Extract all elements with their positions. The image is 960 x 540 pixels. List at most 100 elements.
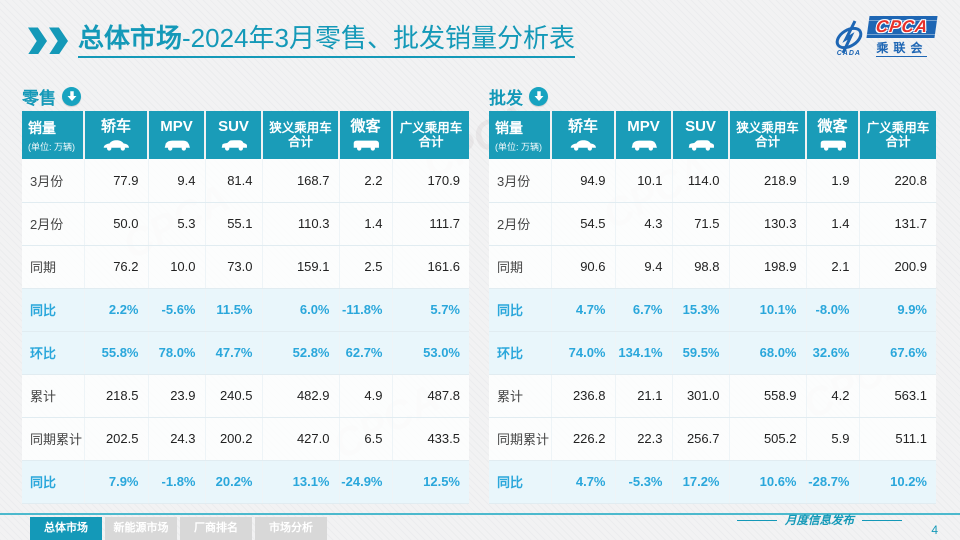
column-label: 狭义乘用车 bbox=[736, 120, 799, 135]
row-label: 环比 bbox=[22, 331, 85, 375]
table-cell: 2.1 bbox=[806, 245, 860, 289]
table-cell: 482.9 bbox=[262, 374, 340, 418]
table-row: 环比 55.8% 78.0% 47.7% 52.8% 62.7% 53.0% bbox=[22, 331, 469, 375]
row-label: 2月份 bbox=[22, 202, 85, 246]
table-cell: 198.9 bbox=[729, 245, 807, 289]
table-cell: 256.7 bbox=[672, 417, 730, 461]
column-label: 广义乘用车 bbox=[399, 120, 463, 135]
column-header-mpv: MPV bbox=[148, 111, 206, 159]
column-header-sales: 销量 (单位: 万辆) bbox=[22, 111, 85, 159]
table-cell: 5.9 bbox=[806, 417, 860, 461]
table-cell: 2.5 bbox=[339, 245, 393, 289]
column-header-van: 微客 bbox=[806, 111, 860, 159]
table-cell: 53.0% bbox=[392, 331, 469, 375]
page-title-rest: -2024年3月零售、批发销量分析表 bbox=[182, 23, 575, 53]
column-header-total: 广义乘用车 合计 bbox=[859, 111, 936, 159]
column-label: 合计 bbox=[754, 135, 780, 149]
mpv-icon bbox=[149, 138, 204, 152]
nav-tab-2[interactable]: 厂商排名 bbox=[180, 517, 252, 540]
table-cell: 170.9 bbox=[392, 159, 469, 203]
table-cell: -28.7% bbox=[806, 460, 860, 504]
page-number: 4 bbox=[931, 523, 938, 537]
table-cell: 134.1% bbox=[615, 331, 673, 375]
table-cell: 50.0 bbox=[84, 202, 149, 246]
table-cell: 4.2 bbox=[806, 374, 860, 418]
table-cell: 20.2% bbox=[205, 460, 263, 504]
table-row: 累计 218.5 23.9 240.5 482.9 4.9 487.8 bbox=[22, 374, 469, 418]
table-cell: 4.3 bbox=[615, 202, 673, 246]
column-header-van: 微客 bbox=[339, 111, 393, 159]
footer-caption: 月度信息发布 bbox=[737, 512, 902, 528]
row-label: 同比 bbox=[22, 288, 85, 332]
table-cell: 17.2% bbox=[672, 460, 730, 504]
nav-tab-3[interactable]: 市场分析 bbox=[255, 517, 327, 540]
table-cell: 1.9 bbox=[806, 159, 860, 203]
cpca-logo: CADA CPCA 乘联会 bbox=[833, 16, 938, 57]
retail-header-row: 销量 (单位: 万辆) 轿车 MPV SUV 狭义乘用车 合计 微客 广义乘用车 合计 bbox=[22, 111, 469, 159]
table-cell: 10.1 bbox=[615, 159, 673, 203]
column-header-sedan: 轿车 bbox=[84, 111, 149, 159]
row-label: 同期累计 bbox=[489, 417, 552, 461]
column-label: SUV bbox=[218, 118, 249, 136]
table-cell: 240.5 bbox=[205, 374, 263, 418]
table-cell: 77.9 bbox=[84, 159, 149, 203]
table-cell: 10.2% bbox=[859, 460, 936, 504]
arrow-down-circle-icon bbox=[529, 86, 548, 106]
table-cell: 68.0% bbox=[729, 331, 807, 375]
table-cell: 9.4 bbox=[615, 245, 673, 289]
nav-tab-0[interactable]: 总体市场 bbox=[30, 517, 102, 540]
table-row: 3月份 94.9 10.1 114.0 218.9 1.9 220.8 bbox=[489, 159, 936, 203]
retail-table: 销量 (单位: 万辆) 轿车 MPV SUV 狭义乘用车 合计 微客 广义乘用车 合计 3月份… bbox=[22, 111, 469, 504]
nav-tab-1[interactable]: 新能源市场 bbox=[105, 517, 177, 540]
table-cell: -8.0% bbox=[806, 288, 860, 332]
slide-header: 总体市场-2024年3月零售、批发销量分析表 bbox=[28, 23, 575, 58]
table-cell: 236.8 bbox=[551, 374, 616, 418]
table-cell: 6.7% bbox=[615, 288, 673, 332]
column-label: 微客 bbox=[817, 118, 848, 136]
suv-icon bbox=[673, 138, 728, 152]
table-cell: 110.3 bbox=[262, 202, 340, 246]
table-cell: 10.6% bbox=[729, 460, 807, 504]
chevron-icon bbox=[28, 27, 47, 55]
table-cell: 200.9 bbox=[859, 245, 936, 289]
table-cell: 47.7% bbox=[205, 331, 263, 375]
table-cell: 1.4 bbox=[806, 202, 860, 246]
table-cell: 433.5 bbox=[392, 417, 469, 461]
table-cell: 4.7% bbox=[551, 460, 616, 504]
column-label: 轿车 bbox=[100, 118, 131, 136]
cpca-badge: CPCA 乘联会 bbox=[866, 16, 938, 57]
table-cell: -5.3% bbox=[615, 460, 673, 504]
cada-swoosh-icon: CADA bbox=[833, 20, 865, 57]
column-unit: (单位: 万辆) bbox=[28, 141, 75, 152]
table-row: 同期累计 202.5 24.3 200.2 427.0 6.5 433.5 bbox=[22, 417, 469, 461]
table-cell: 9.9% bbox=[859, 288, 936, 332]
table-cell: 10.1% bbox=[729, 288, 807, 332]
row-label: 累计 bbox=[22, 374, 85, 418]
van-icon bbox=[807, 138, 858, 152]
row-label: 同比 bbox=[22, 460, 85, 504]
table-cell: 511.1 bbox=[859, 417, 936, 461]
arrow-down-circle-icon bbox=[62, 86, 81, 106]
table-cell: 5.3 bbox=[148, 202, 206, 246]
page-title-bold: 总体市场 bbox=[78, 23, 183, 53]
sedan-icon bbox=[552, 138, 614, 152]
row-label: 3月份 bbox=[489, 159, 552, 203]
table-cell: 226.2 bbox=[551, 417, 616, 461]
table-cell: 94.9 bbox=[551, 159, 616, 203]
table-cell: 6.0% bbox=[262, 288, 340, 332]
column-header-mpv: MPV bbox=[615, 111, 673, 159]
table-row: 累计 236.8 21.1 301.0 558.9 4.2 563.1 bbox=[489, 374, 936, 418]
section-title-wholesale: 批发 bbox=[489, 88, 523, 108]
table-cell: 78.0% bbox=[148, 331, 206, 375]
table-cell: -5.6% bbox=[148, 288, 206, 332]
table-cell: 220.8 bbox=[859, 159, 936, 203]
table-cell: 563.1 bbox=[859, 374, 936, 418]
suv-icon bbox=[206, 138, 261, 152]
column-header-total: 狭义乘用车 合计 bbox=[262, 111, 340, 159]
table-row: 同期 90.6 9.4 98.8 198.9 2.1 200.9 bbox=[489, 245, 936, 289]
table-cell: 111.7 bbox=[392, 202, 469, 246]
table-cell: -1.8% bbox=[148, 460, 206, 504]
row-label: 同期累计 bbox=[22, 417, 85, 461]
table-cell: 55.8% bbox=[84, 331, 149, 375]
row-label: 同比 bbox=[489, 288, 552, 332]
